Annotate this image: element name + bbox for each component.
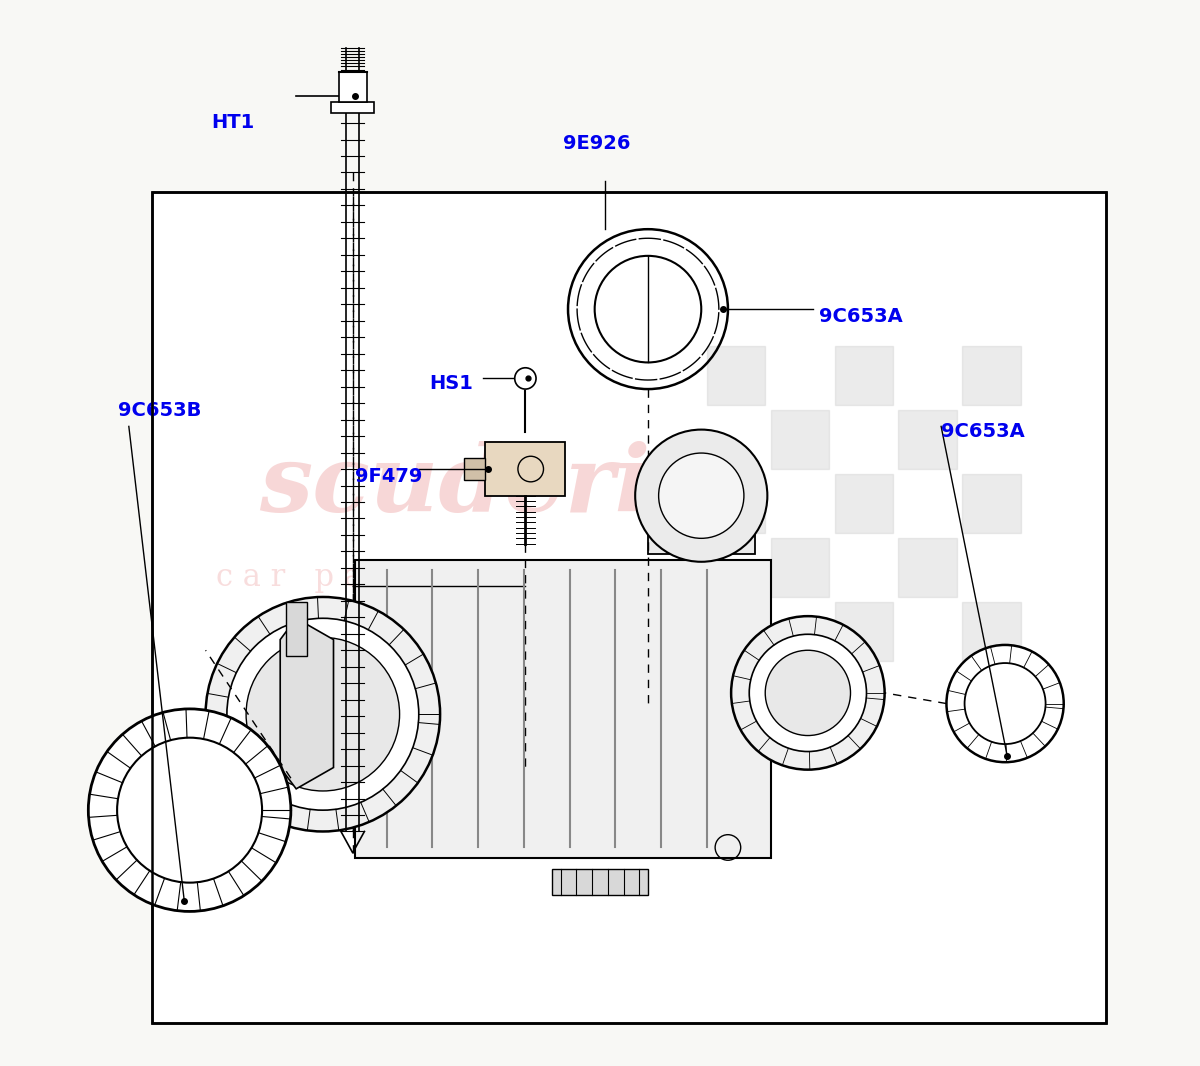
Bar bbox=[834, 602, 893, 661]
Circle shape bbox=[227, 618, 419, 810]
Bar bbox=[834, 474, 893, 533]
Bar bbox=[962, 602, 1021, 661]
Circle shape bbox=[731, 616, 884, 770]
Text: 9C653A: 9C653A bbox=[818, 307, 902, 326]
Polygon shape bbox=[286, 602, 307, 656]
Bar bbox=[962, 474, 1021, 533]
Bar bbox=[899, 538, 958, 597]
Text: 9C653A: 9C653A bbox=[941, 422, 1025, 441]
Circle shape bbox=[965, 663, 1045, 744]
Bar bbox=[355, 560, 770, 858]
Text: 9C653B: 9C653B bbox=[118, 401, 202, 420]
Polygon shape bbox=[464, 458, 486, 480]
Bar bbox=[962, 346, 1021, 405]
Circle shape bbox=[635, 430, 767, 562]
Circle shape bbox=[89, 709, 290, 911]
Bar bbox=[67, 0, 1133, 192]
Circle shape bbox=[947, 645, 1063, 762]
Bar bbox=[331, 102, 374, 113]
Text: scuderia: scuderia bbox=[259, 440, 712, 531]
Bar bbox=[152, 192, 1106, 1023]
Bar bbox=[552, 869, 648, 895]
Circle shape bbox=[766, 650, 851, 736]
Circle shape bbox=[246, 637, 400, 791]
Text: HS1: HS1 bbox=[430, 374, 473, 393]
Text: 9F479: 9F479 bbox=[355, 467, 422, 486]
Polygon shape bbox=[281, 618, 334, 789]
Bar bbox=[899, 410, 958, 469]
Bar bbox=[707, 602, 766, 661]
Bar bbox=[834, 346, 893, 405]
Circle shape bbox=[659, 453, 744, 538]
Text: HT1: HT1 bbox=[211, 113, 254, 132]
Bar bbox=[486, 442, 565, 496]
Bar bbox=[648, 496, 755, 554]
Bar bbox=[707, 346, 766, 405]
Bar bbox=[338, 72, 366, 102]
Text: 9E926: 9E926 bbox=[563, 134, 630, 154]
Bar bbox=[707, 474, 766, 533]
Circle shape bbox=[515, 368, 536, 389]
Circle shape bbox=[749, 634, 866, 752]
Text: c a r   p a r t s: c a r p a r t s bbox=[216, 562, 434, 594]
Bar bbox=[770, 410, 829, 469]
Bar bbox=[770, 538, 829, 597]
Circle shape bbox=[205, 597, 440, 831]
Bar bbox=[152, 192, 1106, 1023]
Circle shape bbox=[118, 738, 262, 883]
